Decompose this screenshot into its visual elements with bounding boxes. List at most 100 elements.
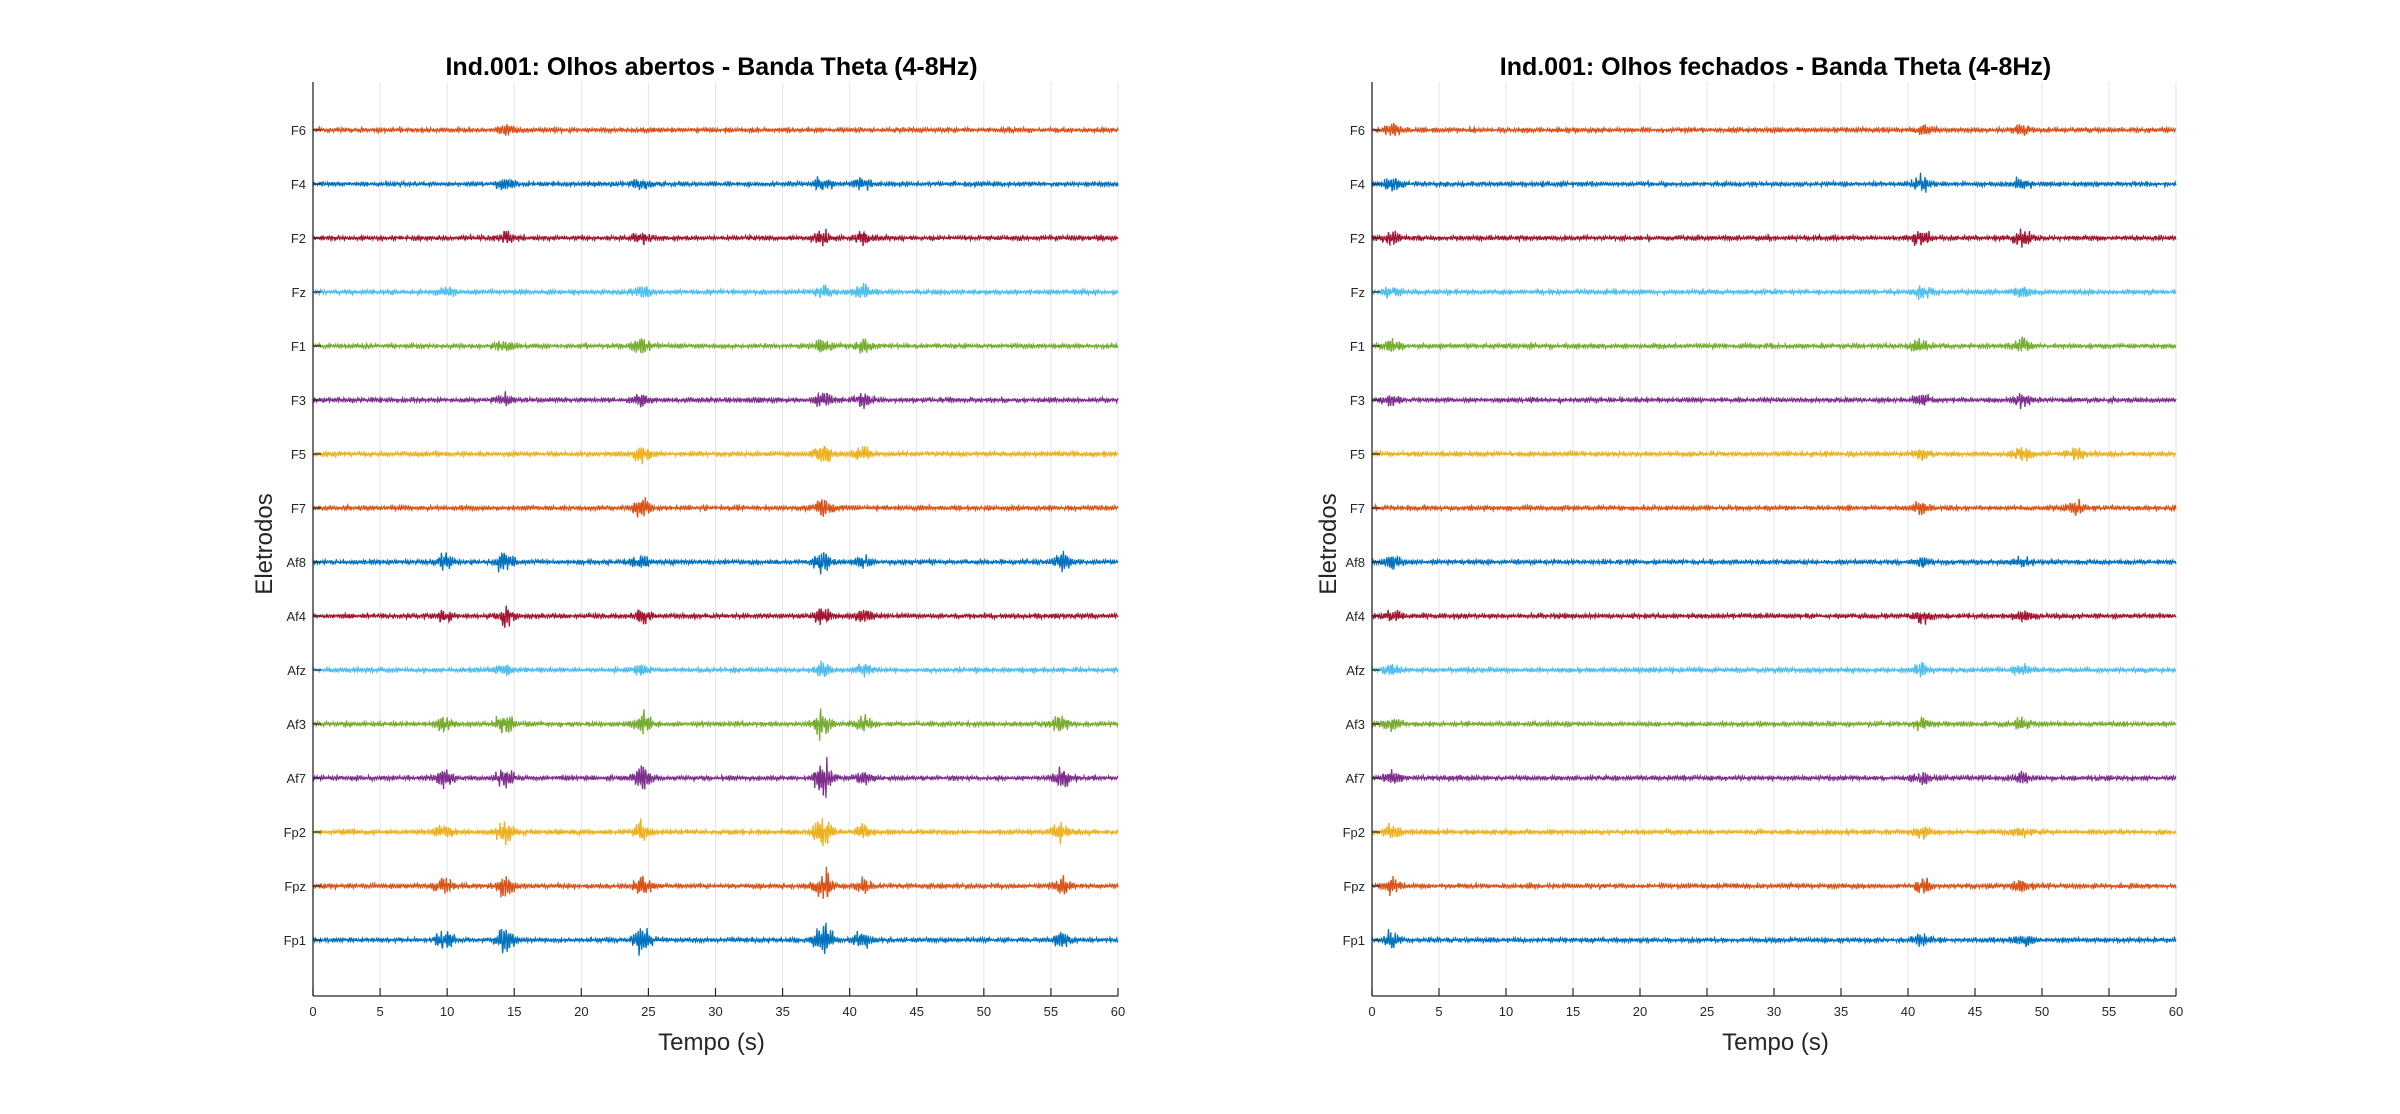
trace-f4 [1371,172,2177,193]
y-tick-label: F2 [1350,231,1365,246]
x-tick-label: 20 [574,1004,588,1019]
trace-f2 [1371,228,2177,248]
trace-fp2 [312,818,1119,847]
grid-left [379,82,1119,996]
x-tick-label: 30 [708,1004,722,1019]
trace-f3 [312,391,1119,409]
x-tick-label: 15 [1566,1004,1580,1019]
trace-af7 [312,756,1119,798]
x-axis-label-right: Tempo (s) [1722,1029,1829,1056]
trace-f5 [1371,446,2177,462]
trace-afz [312,660,1119,678]
y-tick-label: Af3 [286,717,306,732]
x-tick-label: 25 [1700,1004,1714,1019]
trace-f5 [312,445,1119,465]
trace-f2 [312,228,1119,247]
y-tick-label: Af7 [286,771,306,786]
x-tick-label: 40 [1901,1004,1915,1019]
y-tick-label: Af7 [1345,771,1365,786]
y-tick-label: F4 [291,177,306,192]
x-tick-label: 0 [1368,1004,1375,1019]
x-tick-label: 50 [977,1004,991,1019]
x-tick-label: 15 [507,1004,521,1019]
y-tick-label: Fp1 [284,933,306,948]
y-tick-label: Fp2 [284,825,306,840]
y-tick-label: Af8 [286,555,306,570]
y-tick-label: Fpz [284,879,306,894]
trace-f6 [312,124,1119,137]
y-tick-label: Af4 [286,609,306,624]
y-tick-label: Afz [287,663,306,678]
trace-af8 [312,550,1119,575]
y-tick-label: F6 [291,123,306,138]
panel-right: 0 5 10 15 20 25 30 35 40 45 50 55 60 F6 F4 F2 Fz F1 F3 F5 F7… [1315,53,2183,1056]
x-tick-label: 0 [309,1004,316,1019]
x-tick-label: 10 [440,1004,454,1019]
y-tick-label: Fpz [1343,879,1365,894]
trace-fz [1371,285,2177,300]
trace-af8 [1371,555,2177,571]
y-tick-label: F7 [291,501,306,516]
chart-title-left: Ind.001: Olhos abertos - Banda Theta (4-… [445,53,977,81]
y-tick-label: Af8 [1345,555,1365,570]
axes-left: 0 5 10 15 20 25 30 35 40 45 50 55 60 F6 F4 F2 Fz F1 F3 F5 F7… [284,82,1125,1019]
x-tick-label: 55 [1044,1004,1058,1019]
trace-af7 [1371,769,2177,786]
y-tick-label: F6 [1350,123,1365,138]
y-tick-label: F1 [1350,339,1365,354]
traces-right [1371,122,2177,949]
x-tick-label: 30 [1767,1004,1781,1019]
y-tick-label: F5 [1350,447,1365,462]
panel-left: 0 5 10 15 20 25 30 35 40 45 50 55 60 F6 F4 F2 Fz F1 F3 F5 F7… [251,53,1125,1056]
chart-title-right: Ind.001: Olhos fechados - Banda Theta (4… [1500,53,2051,81]
trace-fpz [312,866,1119,899]
y-tick-label: F3 [291,393,306,408]
x-tick-label: 55 [2102,1004,2116,1019]
y-tick-label: Fz [1351,285,1365,300]
x-tick-label: 35 [775,1004,789,1019]
trace-afz [1371,661,2177,678]
trace-fpz [1371,875,2177,897]
trace-f3 [1371,393,2177,409]
y-tick-label: F2 [291,231,306,246]
trace-fp1 [312,922,1119,956]
grid-right [1438,82,2177,996]
y-axis-label-right: Eletrodos [1315,493,1342,594]
y-tick-label: F3 [1350,393,1365,408]
x-tick-label: 60 [1111,1004,1125,1019]
trace-af3 [312,708,1119,741]
trace-fp1 [1371,928,2177,949]
trace-f4 [312,176,1119,192]
y-tick-label: Afz [1346,663,1365,678]
trace-f7 [312,497,1119,518]
trace-fp2 [1371,822,2177,840]
trace-af4 [1371,609,2177,625]
x-tick-label: 45 [910,1004,924,1019]
x-axis-label-left: Tempo (s) [658,1029,765,1056]
x-tick-label: 5 [376,1004,383,1019]
y-tick-label: Af3 [1345,717,1365,732]
x-tick-label: 5 [1435,1004,1442,1019]
y-tick-label: Fp2 [1343,825,1365,840]
y-axis-label-left: Eletrodos [251,493,278,594]
traces-left [312,124,1119,956]
trace-fz [312,283,1119,299]
x-tick-label: 35 [1834,1004,1848,1019]
trace-af4 [312,605,1119,628]
trace-f1 [312,338,1119,354]
trace-f7 [1371,498,2177,516]
axes-right: 0 5 10 15 20 25 30 35 40 45 50 55 60 F6 F4 F2 Fz F1 F3 F5 F7… [1343,82,2183,1019]
x-tick-label: 10 [1499,1004,1513,1019]
x-tick-label: 50 [2035,1004,2049,1019]
trace-f6 [1371,122,2177,137]
trace-af3 [1371,715,2177,733]
y-tick-label: Fp1 [1343,933,1365,948]
y-tick-label: F4 [1350,177,1365,192]
y-tick-label: Af4 [1345,609,1365,624]
x-tick-label: 40 [842,1004,856,1019]
x-tick-label: 60 [2169,1004,2183,1019]
y-tick-label: F1 [291,339,306,354]
y-tick-label: F7 [1350,501,1365,516]
x-tick-label: 25 [641,1004,655,1019]
